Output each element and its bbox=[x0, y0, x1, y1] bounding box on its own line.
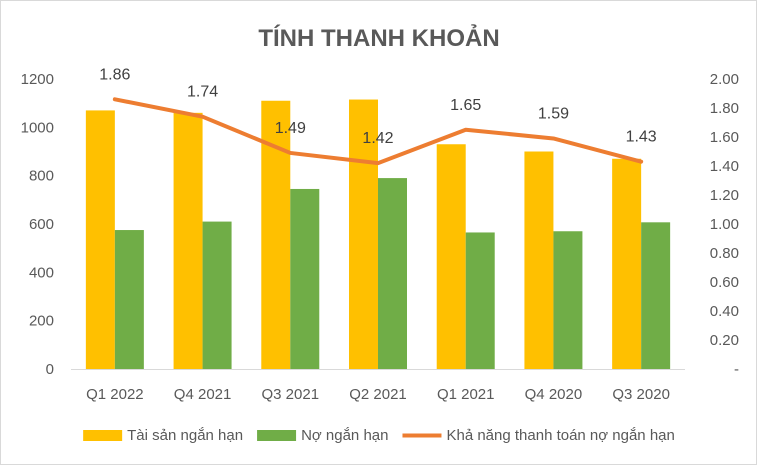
left-axis-tick-label: 1200 bbox=[21, 71, 54, 88]
right-axis-tick-label: 1.80 bbox=[710, 100, 739, 117]
right-axis-tick-label: 0.20 bbox=[710, 332, 739, 349]
bar-tai-san-ngan-han bbox=[524, 151, 554, 369]
bar-no-ngan-han bbox=[641, 222, 671, 369]
legend-label: Khả năng thanh toán nợ ngắn hạn bbox=[446, 427, 674, 444]
category-tick-label: Q1 2021 bbox=[437, 386, 495, 403]
right-axis-tick-label: 1.40 bbox=[710, 158, 739, 175]
category-tick-label: Q2 2021 bbox=[349, 386, 407, 403]
chart-title: TÍNH THANH KHOẢN bbox=[258, 23, 499, 52]
right-axis-tick-label: 2.00 bbox=[710, 71, 739, 88]
x-axis: Q1 2022 Q4 2021 Q3 2021 Q2 2021 Q1 2021 Q4 20… bbox=[86, 386, 670, 403]
category-tick-label: Q1 2022 bbox=[86, 386, 144, 403]
data-label: 1.42 bbox=[362, 130, 393, 147]
category-tick-label: Q3 2021 bbox=[262, 386, 320, 403]
category-tick-label: Q3 2020 bbox=[612, 386, 670, 403]
left-axis-tick-label: 200 bbox=[29, 313, 54, 330]
data-label: 1.49 bbox=[275, 120, 306, 137]
data-label: 1.65 bbox=[450, 97, 481, 114]
legend-swatch bbox=[257, 430, 297, 441]
left-axis-tick-label: 800 bbox=[29, 168, 54, 185]
data-label: 1.74 bbox=[187, 84, 218, 101]
bar-no-ngan-han bbox=[553, 231, 583, 369]
left-axis-tick-label: 1000 bbox=[21, 119, 54, 136]
legend-label: Nợ ngắn hạn bbox=[301, 427, 388, 444]
legend: Tài sản ngắn hạn Nợ ngắn hạn Khả năng than… bbox=[83, 427, 675, 444]
data-label: 1.86 bbox=[99, 66, 130, 83]
legend-label: Tài sản ngắn hạn bbox=[127, 427, 243, 444]
bars-group bbox=[85, 99, 671, 370]
bar-tai-san-ngan-han bbox=[436, 144, 466, 369]
bar-no-ngan-han bbox=[114, 230, 144, 369]
right-axis-tick-label: 0.80 bbox=[710, 245, 739, 262]
line-kha-nang-thanh-toan bbox=[112, 97, 644, 166]
right-axis-tick-label: 0.60 bbox=[710, 274, 739, 291]
right-axis-tick-label: 1.20 bbox=[710, 187, 739, 204]
bar-tai-san-ngan-han bbox=[85, 110, 115, 370]
right-axis-tick-label: 0.40 bbox=[710, 303, 739, 320]
left-axis-tick-label: 400 bbox=[29, 264, 54, 281]
bar-tai-san-ngan-han bbox=[349, 99, 378, 370]
right-axis: - 0.20 0.40 0.60 0.80 1.00 1.20 1.40 1.60 1.80 2.0… bbox=[710, 71, 739, 378]
legend-swatch bbox=[83, 430, 123, 441]
bar-tai-san-ngan-han bbox=[173, 112, 203, 369]
left-axis-tick-label: 600 bbox=[29, 216, 54, 233]
bar-no-ngan-han bbox=[465, 232, 495, 369]
bar-no-ngan-han bbox=[202, 221, 232, 369]
bar-no-ngan-han bbox=[378, 178, 407, 369]
left-axis: 0 200 400 600 800 1000 1200 bbox=[21, 71, 54, 378]
data-label: 1.43 bbox=[626, 129, 657, 146]
right-axis-tick-label: - bbox=[734, 361, 739, 378]
bar-no-ngan-han bbox=[290, 188, 320, 369]
left-axis-tick-label: 0 bbox=[46, 361, 54, 378]
data-label: 1.59 bbox=[538, 105, 569, 122]
category-tick-label: Q4 2021 bbox=[174, 386, 232, 403]
right-axis-tick-label: 1.00 bbox=[710, 216, 739, 233]
bar-tai-san-ngan-han bbox=[612, 158, 642, 369]
category-tick-label: Q4 2020 bbox=[525, 386, 583, 403]
right-axis-tick-label: 1.60 bbox=[710, 129, 739, 146]
line-series-group: 1.86 1.74 1.49 1.42 1.65 1.59 1.43 bbox=[99, 66, 657, 166]
